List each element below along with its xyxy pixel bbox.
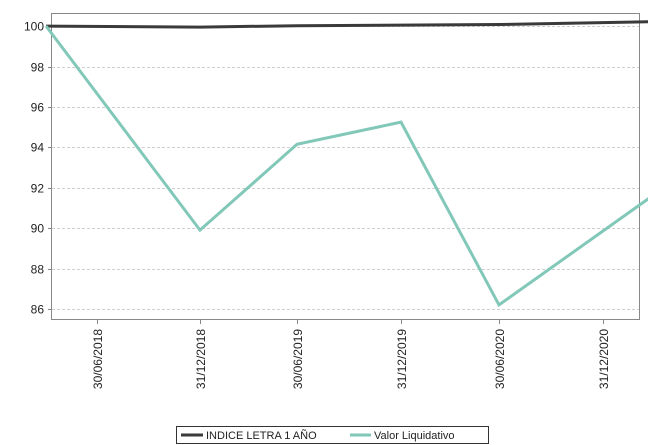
x-tick-label: 30/06/2018 [91, 329, 105, 389]
legend-label-valor-liquidativo: Valor Liquidativo [374, 430, 455, 442]
y-tick-label: 88 [31, 263, 45, 277]
series-lines [44, 20, 648, 308]
x-tick-label: 30/06/2020 [493, 329, 507, 389]
series-line-0 [46, 20, 648, 29]
legend-box [176, 426, 489, 444]
x-axis: 30/06/2018 31/12/2018 30/06/2019 31/12/2019… [91, 319, 611, 389]
x-tick-label: 31/12/2020 [597, 329, 611, 389]
y-tick-label: 92 [31, 182, 45, 196]
x-tick-label: 31/12/2018 [194, 329, 208, 389]
y-axis: 86 88 90 92 94 96 98 100 [24, 20, 52, 317]
legend: INDICE LETRA 1 AÑO Valor Liquidativo [176, 426, 489, 444]
legend-label-indice-letra: INDICE LETRA 1 AÑO [206, 429, 317, 442]
y-tick-label: 100 [24, 20, 44, 34]
y-tick-label: 86 [31, 303, 45, 317]
x-tick-label: 30/06/2019 [291, 329, 305, 389]
y-tick-label: 96 [31, 101, 45, 115]
y-tick-label: 90 [31, 222, 45, 236]
x-tick-label: 31/12/2019 [395, 329, 409, 389]
series-line-1 [44, 25, 648, 308]
y-tick-label: 94 [31, 141, 45, 155]
plot-area-frame [51, 13, 640, 320]
y-tick-label: 98 [31, 61, 45, 75]
